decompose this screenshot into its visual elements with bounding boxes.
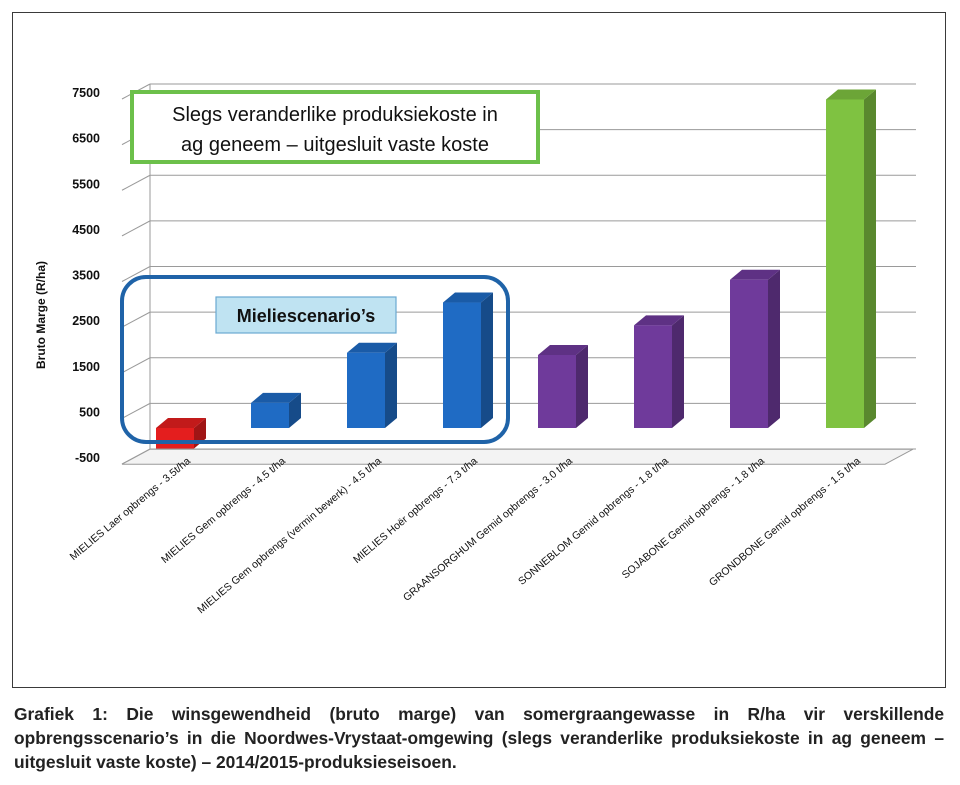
bar-front	[156, 428, 194, 449]
x-tick-label: SONNEBLOM Gemid opbrengs - 1.8 t/ha	[516, 455, 671, 588]
x-tick-label: GRAANSORGHUM Gemid opbrengs - 3.0 t/ha	[401, 455, 575, 604]
maize-scenarios-box	[120, 275, 510, 444]
gridline-depth	[121, 357, 151, 374]
y-tick-label: 7500	[72, 86, 100, 100]
bar-front	[634, 325, 672, 428]
y-tick-label: 6500	[72, 132, 100, 146]
bar-front	[538, 355, 576, 428]
bar-top	[730, 269, 780, 280]
bar-side	[385, 342, 397, 428]
bar-chart: -500 500 1500 2500 3500 4500 5500 6500 7500 MIEL…	[34, 83, 916, 616]
bar	[251, 392, 301, 428]
maize-scenarios-label: Mieliescenario’s	[237, 306, 375, 326]
bar-front	[826, 99, 864, 428]
bar	[443, 292, 493, 428]
y-tick-label: 1500	[72, 360, 100, 374]
y-tick-label: -500	[75, 451, 100, 465]
gridline-depth	[121, 311, 151, 328]
y-tick-label: 2500	[72, 314, 100, 328]
bar-side	[289, 392, 301, 428]
y-tick-label: 5500	[72, 177, 100, 191]
gridline-depth	[121, 266, 151, 282]
bars-layer	[156, 89, 876, 449]
maize-scenarios-label-box	[215, 296, 397, 334]
gridline-depth	[121, 402, 151, 419]
annotation-green-line-2: ag geneem – uitgesluit vaste koste	[181, 134, 489, 156]
bar-top	[443, 292, 493, 303]
bar-front	[347, 352, 385, 428]
chart-floor	[121, 448, 914, 465]
bar	[826, 89, 876, 428]
bar-top	[251, 392, 301, 403]
bar-front	[251, 402, 289, 428]
bar-top	[826, 89, 876, 100]
bar-top	[538, 345, 588, 355]
y-tick-label: 500	[79, 405, 100, 419]
y-tick-label: 4500	[72, 223, 100, 237]
bar-top	[347, 342, 397, 353]
figure-caption: Grafiek 1: Die winsgewendheid (bruto mar…	[14, 704, 944, 772]
gridline-depth	[121, 174, 151, 191]
bar	[347, 342, 397, 428]
x-tick-label: MIELIES Gem opbrengs (vermin bewerk) - 4…	[195, 455, 384, 616]
bar-front	[730, 279, 768, 428]
annotation-green-box	[130, 90, 540, 164]
bar-top	[634, 315, 684, 326]
bar-front	[443, 302, 481, 428]
bar	[730, 269, 780, 428]
bar-side	[672, 315, 684, 428]
bar-side	[864, 89, 876, 428]
bar	[634, 315, 684, 428]
bar-side	[576, 345, 588, 428]
grid-layer	[121, 83, 916, 465]
x-tick-label: GRONDBONE Gemid opbrengs - 1.5 t/ha	[707, 455, 863, 589]
bar-side	[481, 292, 493, 428]
gridline-depth	[121, 220, 151, 237]
y-axis-label: Bruto Marge (R/ha)	[34, 261, 48, 369]
y-tick-label: 3500	[72, 269, 100, 283]
annotation-green-line-1: Slegs veranderlike produksiekoste in	[172, 104, 498, 126]
bar-side	[768, 269, 780, 428]
bar	[538, 345, 588, 428]
bar-top	[156, 418, 206, 428]
y-ticks: -500 500 1500 2500 3500 4500 5500 6500 7500	[72, 86, 100, 465]
